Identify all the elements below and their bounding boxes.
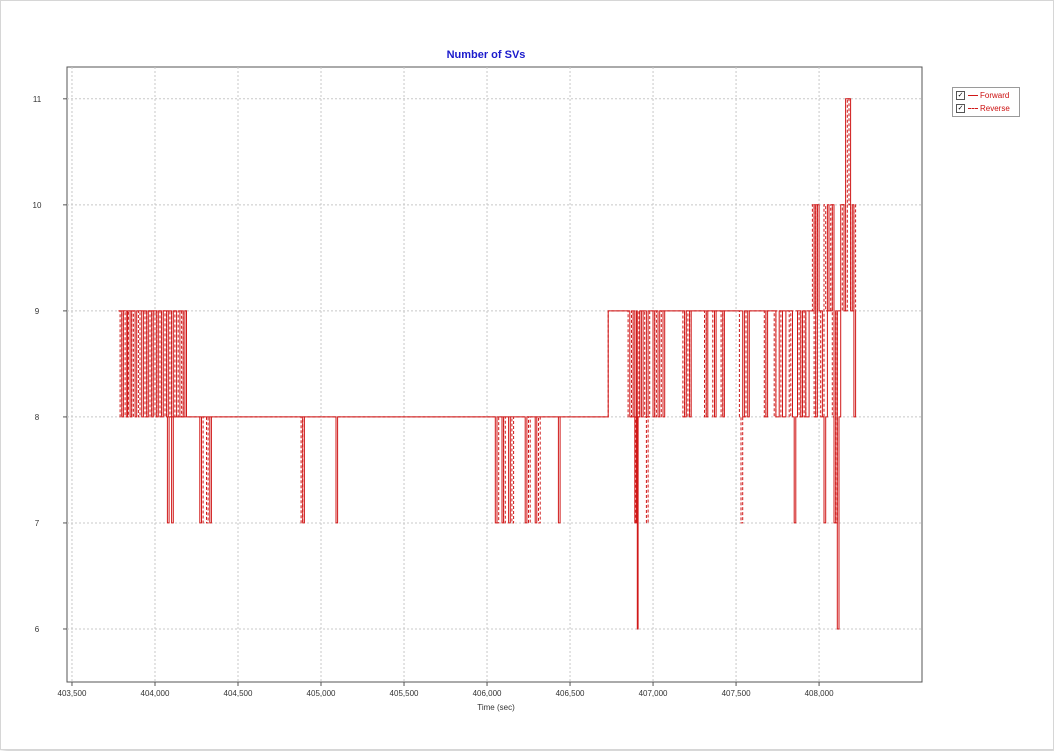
x-tick-label: 407,000 (639, 689, 668, 698)
y-tick-label: 10 (33, 201, 42, 210)
plot-area (66, 66, 923, 683)
x-tick-label: 408,000 (805, 689, 834, 698)
axis-layer: 403,500 404,000 404,500 405,000 405,500 406,0… (33, 95, 835, 698)
series-line-reverse (118, 98, 857, 524)
checkbox-icon[interactable]: ✓ (956, 91, 965, 100)
legend-item-forward[interactable]: ✓ Forward (956, 89, 1019, 102)
x-tick-label: 405,500 (390, 689, 419, 698)
legend-label-forward: Forward (980, 91, 1010, 100)
solid-line-icon (968, 95, 978, 96)
x-tick-label: 406,000 (473, 689, 502, 698)
x-axis-label: Time (sec) (477, 703, 515, 712)
chart-title: Number of SVs (447, 49, 526, 61)
legend-item-reverse[interactable]: ✓ Reverse (956, 102, 1019, 115)
y-tick-label: 7 (35, 519, 40, 528)
legend: ✓ Forward ✓ Reverse (952, 87, 1020, 117)
x-tick-label: 403,500 (58, 689, 87, 698)
y-tick-label: 11 (33, 95, 42, 104)
x-tick-label: 406,500 (556, 689, 585, 698)
checkbox-icon[interactable]: ✓ (956, 104, 965, 113)
x-tick-label: 405,000 (307, 689, 336, 698)
x-tick-label: 404,500 (224, 689, 253, 698)
y-tick-label: 8 (35, 413, 40, 422)
x-tick-label: 404,000 (141, 689, 170, 698)
x-tick-label: 407,500 (722, 689, 751, 698)
y-tick-label: 6 (35, 625, 40, 634)
dashed-line-icon (968, 108, 978, 109)
legend-label-reverse: Reverse (980, 104, 1010, 113)
y-tick-label: 9 (35, 307, 40, 316)
series-layer (118, 98, 857, 630)
